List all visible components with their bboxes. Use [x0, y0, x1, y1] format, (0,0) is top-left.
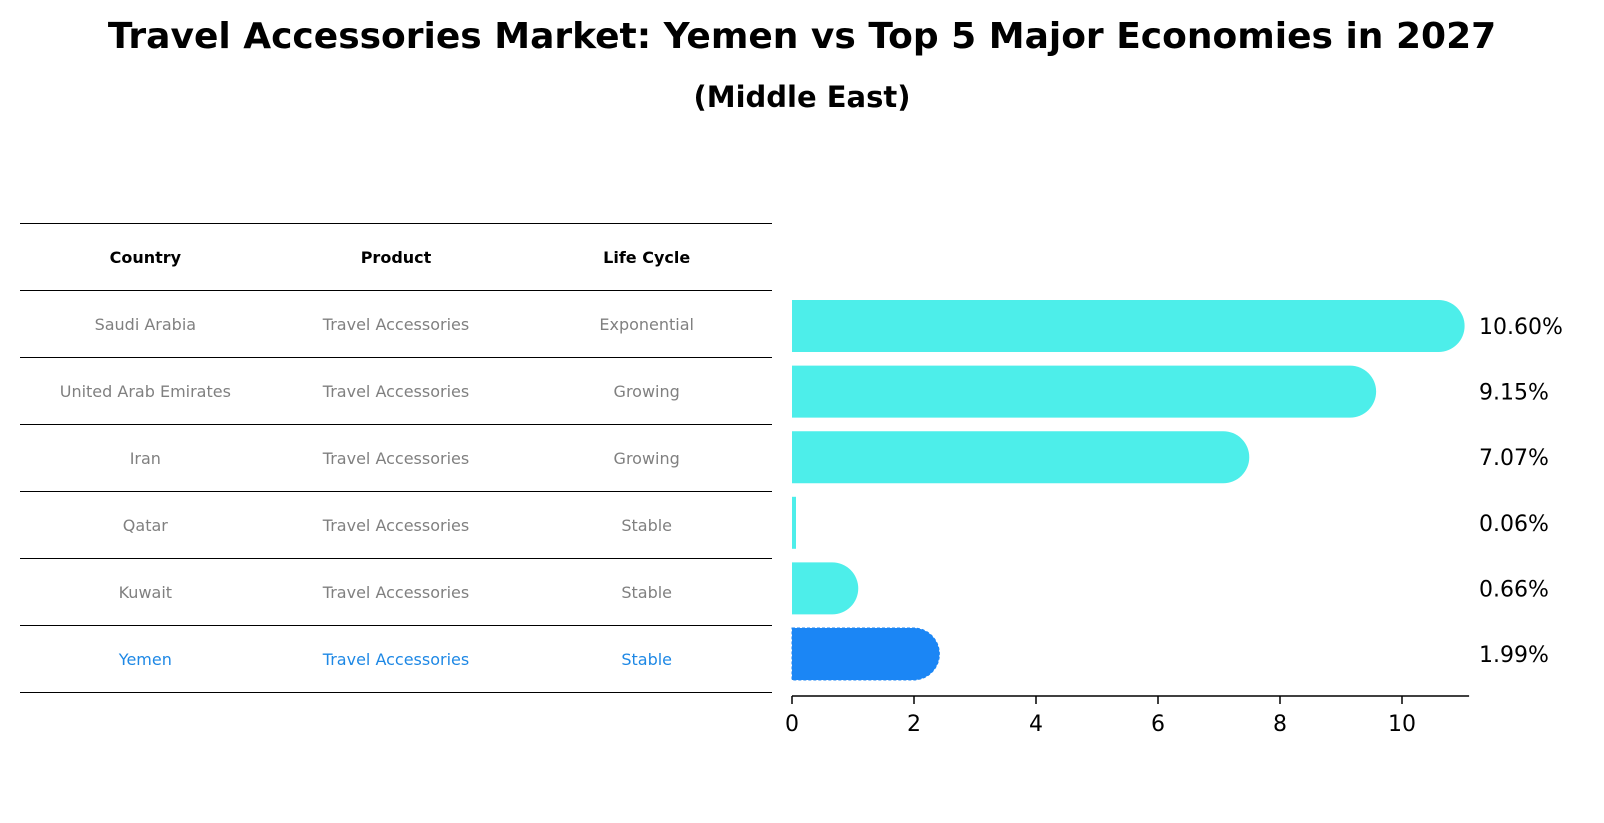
table-row: United Arab Emirates Travel Accessories … — [20, 357, 772, 424]
cell-life-cycle: Stable — [621, 515, 673, 535]
x-tick-label: 4 — [1029, 712, 1043, 737]
header-country: Country — [109, 247, 182, 267]
cell-country: Kuwait — [118, 582, 173, 602]
cell-life-cycle: Exponential — [599, 314, 694, 334]
bar-qatar — [792, 496, 796, 549]
bar-value-label: 10.60% — [1479, 315, 1563, 340]
cell-life-cycle: Growing — [613, 448, 680, 468]
bar-value-label: 9.15% — [1479, 381, 1549, 406]
table-row: Kuwait Travel Accessories Stable — [20, 558, 772, 625]
bar-value-label: 0.06% — [1479, 512, 1549, 537]
bar-value-label: 1.99% — [1479, 643, 1549, 668]
bar-saudi-arabia — [792, 300, 1465, 352]
cell-country: Iran — [129, 448, 161, 468]
cell-life-cycle: Growing — [613, 381, 680, 401]
cell-country: Qatar — [122, 515, 168, 535]
bar-value-label: 7.07% — [1479, 446, 1549, 471]
bar-value-label: 0.66% — [1479, 577, 1549, 602]
table-header-row: Country Product Life Cycle — [20, 223, 772, 290]
cell-country: Yemen — [118, 649, 172, 669]
cell-country: Saudi Arabia — [94, 314, 197, 334]
x-tick-label: 6 — [1151, 712, 1165, 737]
cell-product: Travel Accessories — [322, 582, 470, 602]
cell-product: Travel Accessories — [322, 515, 470, 535]
bar-united-arab-emirates — [792, 365, 1377, 418]
x-tick-label: 0 — [785, 712, 799, 737]
cell-product: Travel Accessories — [322, 314, 470, 334]
cell-life-cycle: Stable — [621, 582, 673, 602]
chart-title: Travel Accessories Market: Yemen vs Top … — [107, 16, 1497, 57]
table-row: Saudi Arabia Travel Accessories Exponent… — [20, 290, 772, 357]
x-tick-label: 2 — [907, 712, 921, 737]
cell-product: Travel Accessories — [322, 381, 470, 401]
cell-country: United Arab Emirates — [59, 381, 231, 401]
header-product: Product — [360, 247, 432, 267]
cell-product: Travel Accessories — [322, 649, 470, 669]
x-tick-label: 10 — [1388, 712, 1416, 737]
bar-iran — [792, 431, 1250, 484]
table-row: Qatar Travel Accessories Stable — [20, 491, 772, 558]
table-row-highlighted: Yemen Travel Accessories Stable — [20, 625, 772, 693]
header-life-cycle: Life Cycle — [603, 247, 691, 267]
table-row: Iran Travel Accessories Growing — [20, 424, 772, 491]
data-table: Country Product Life Cycle Saudi Arabia … — [20, 223, 772, 693]
chart-subtitle: (Middle East) — [693, 80, 911, 114]
bar-kuwait — [792, 562, 859, 615]
cell-product: Travel Accessories — [322, 448, 470, 468]
bar-yemen — [791, 627, 940, 681]
x-tick-label: 8 — [1273, 712, 1287, 737]
cell-life-cycle: Stable — [621, 649, 673, 669]
